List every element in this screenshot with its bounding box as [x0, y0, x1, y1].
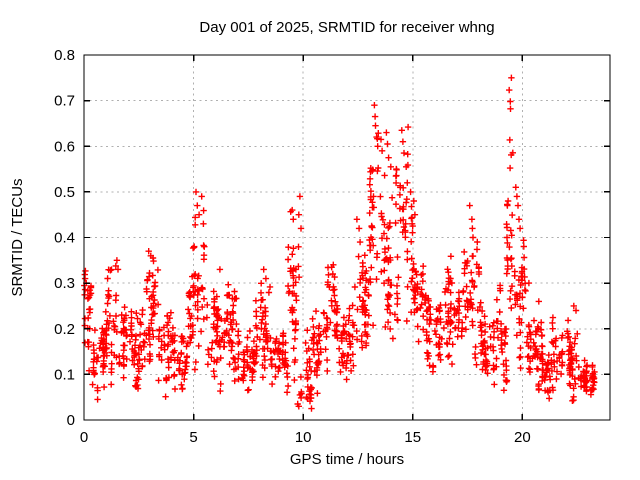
- x-tick-label: 15: [404, 429, 421, 446]
- x-tick-labels: 0 5 10 15 20: [80, 429, 531, 446]
- x-tick-label: 0: [80, 429, 88, 446]
- y-tick-label: 0.4: [54, 230, 75, 247]
- scatter-markers: [81, 74, 598, 412]
- x-axis-label: GPS time / hours: [290, 451, 404, 468]
- plot-border: [83, 54, 611, 421]
- x-tick-label: 10: [295, 429, 312, 446]
- y-axis-label: SRMTID / TECUs: [9, 178, 26, 296]
- y-tick-labels: 0 0.1 0.2 0.3 0.4 0.5 0.6 0.7 0.8: [54, 47, 75, 429]
- y-tick-label: 0.6: [54, 138, 75, 155]
- y-tick-label: 0.2: [54, 321, 75, 338]
- data-points: [81, 74, 598, 412]
- x-tick-label: 20: [514, 429, 531, 446]
- x-tick-label: 5: [189, 429, 197, 446]
- grid-lines: [84, 55, 610, 420]
- y-tick-label: 0.7: [54, 93, 75, 110]
- y-tick-label: 0.3: [54, 275, 75, 292]
- chart-title: Day 001 of 2025, SRMTID for receiver whn…: [199, 19, 494, 36]
- y-tick-label: 0: [67, 412, 75, 429]
- y-tick-label: 0.1: [54, 366, 75, 383]
- y-tick-label: 0.5: [54, 184, 75, 201]
- y-tick-label: 0.8: [54, 47, 75, 64]
